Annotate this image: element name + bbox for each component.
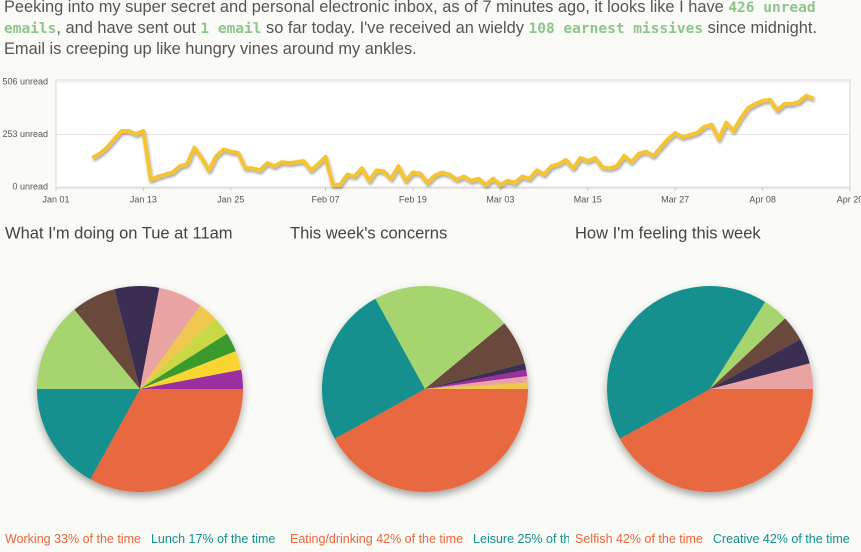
legend-name: Working: [5, 532, 51, 546]
legend-name: Creative: [713, 532, 760, 546]
pie-slice: [606, 285, 766, 439]
pie-title: This week's concerns: [290, 224, 447, 242]
x-tick-label: Mar 03: [486, 194, 514, 204]
pie-slice: [619, 389, 813, 493]
legend-name: Leisure: [473, 532, 514, 546]
intro-text: Peeking into my super secret and persona…: [4, 0, 729, 16]
legend-entry: Creative 42% of the time: [713, 532, 850, 546]
x-tick-label: Feb 19: [399, 194, 427, 204]
line: [91, 93, 815, 187]
unread-count: 426 unread emails: [4, 0, 816, 37]
pie: [37, 285, 244, 493]
pie-slice: [321, 298, 425, 439]
legend-entry: Lunch 17% of the time: [151, 532, 275, 546]
pie-slice: [334, 389, 528, 493]
pie-slice: [425, 323, 525, 389]
received-count: 108 earnest missives: [528, 21, 704, 37]
legend-entry: Selfish 42% of the time: [575, 532, 703, 546]
pie-slice: [140, 305, 216, 389]
legend-value: 42% of the time: [763, 532, 850, 546]
pie-slice: [710, 302, 786, 389]
pie-slice: [375, 286, 505, 389]
legend-value: 42% of the time: [376, 532, 463, 546]
x-tick-label: Jan 13: [130, 194, 157, 204]
pie-slice: [114, 285, 160, 389]
x-tick-label: Mar 15: [574, 194, 602, 204]
pie-slice: [140, 351, 242, 389]
legend-entry: Leisure 25% of the time: [473, 532, 604, 546]
pie-slice: [425, 382, 528, 389]
pie-slice: [140, 369, 243, 389]
intro-text: so far today. I've received an wieldy: [261, 19, 529, 37]
intro-text: since midnight. Email is creeping up lik…: [4, 19, 818, 58]
pie-slice: [74, 289, 140, 389]
pie-title: What I'm doing on Tue at 11am: [5, 224, 233, 242]
legend-value: 42% of the time: [616, 532, 703, 546]
legend: Selfish 42% of the time Creative 42% of t…: [575, 532, 850, 546]
pie-slice: [425, 369, 528, 389]
x-tick-label: Feb 07: [312, 194, 340, 204]
x-tick-label: Apr 20: [837, 194, 861, 204]
legend-name: Lunch: [151, 532, 185, 546]
pie-slice: [425, 376, 528, 389]
pie: [606, 285, 813, 493]
pie-slice: [140, 333, 236, 389]
pie-slice: [140, 287, 201, 389]
intro-text: , and have sent out: [56, 19, 201, 37]
x-tick-label: Apr 08: [749, 194, 776, 204]
legend-value: 33% of the time: [54, 532, 141, 546]
legend-name: Selfish: [575, 532, 613, 546]
pie-slice: [37, 389, 140, 480]
pie: [321, 286, 528, 493]
intro: Peeking into my super secret and persona…: [4, 0, 854, 59]
legend: Eating/drinking 42% of the time Leisure 2…: [290, 532, 604, 546]
pie-slice: [140, 318, 227, 389]
pie-title: How I'm feeling this week: [575, 224, 761, 242]
x-tick-label: Jan 01: [42, 194, 69, 204]
x-tick-label: Jan 25: [217, 194, 244, 204]
legend-entry: Working 33% of the time: [5, 532, 141, 546]
sent-count: 1 email: [200, 21, 262, 37]
legend-value: 17% of the time: [189, 532, 276, 546]
pie-slice: [425, 363, 527, 389]
legend-value: 25% of the time: [518, 532, 605, 546]
y-tick-label: 506 unread: [2, 76, 48, 86]
pie-slice: [710, 339, 810, 389]
pie-slice: [710, 363, 813, 389]
y-tick-label: 0 unread: [12, 181, 48, 191]
y-tick-label: 253 unread: [2, 129, 48, 139]
legend-name: Eating/drinking: [290, 532, 373, 546]
legend: Working 33% of the time Lunch 17% of the …: [5, 532, 275, 546]
x-tick-label: Mar 27: [661, 194, 689, 204]
pie-slice: [90, 389, 244, 493]
pie-slice: [710, 318, 801, 389]
pie-slice: [37, 309, 140, 389]
legend-entry: Eating/drinking 42% of the time: [290, 532, 463, 546]
